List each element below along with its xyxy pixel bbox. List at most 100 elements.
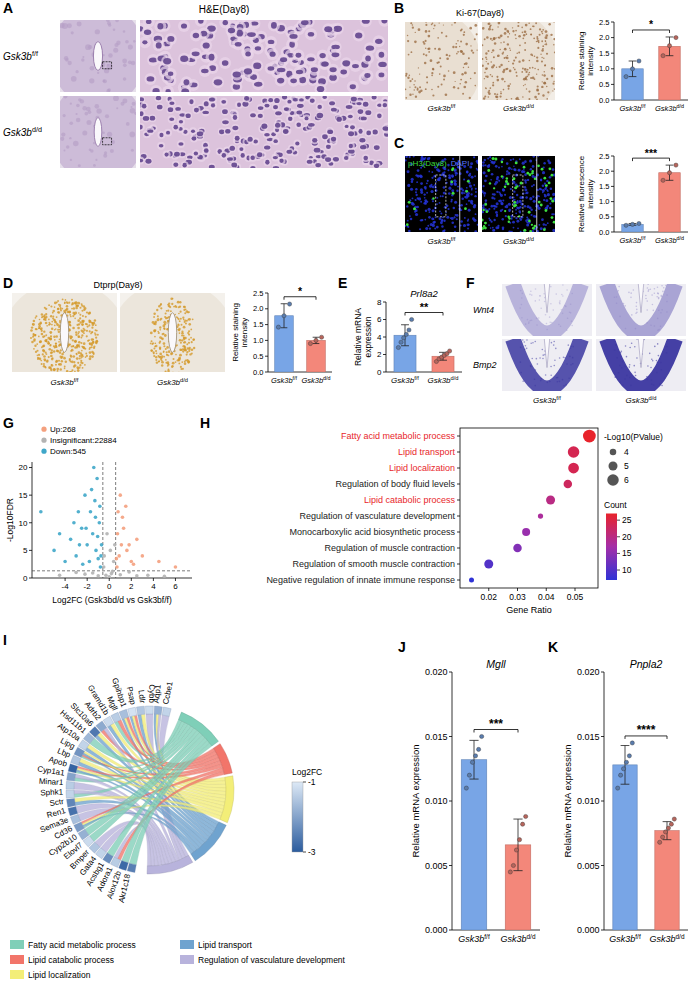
stain-dot: [527, 69, 529, 71]
dapi-dot: [495, 211, 498, 214]
nucleus: [350, 125, 355, 129]
dapi-dot: [475, 213, 477, 215]
stain-dot: [516, 75, 518, 77]
cell: [168, 115, 176, 123]
dapi-dot: [533, 184, 535, 186]
dapi-dot: [469, 165, 472, 168]
dapi-dot: [455, 174, 457, 176]
cell: [268, 20, 280, 31]
cell: [273, 97, 281, 105]
stain-dot: [499, 66, 501, 68]
dapi-dot: [430, 223, 433, 226]
dapi-dot: [489, 156, 491, 158]
cell: [208, 163, 216, 168]
stain-dot: [542, 29, 544, 31]
stain-dot: [407, 40, 409, 42]
dapi-dot: [461, 209, 463, 211]
nucleus: [365, 110, 371, 115]
stain-dot: [418, 91, 421, 94]
dapi-dot: [425, 227, 428, 230]
stain-dot: [482, 58, 483, 60]
stain-dot: [468, 57, 470, 59]
stain-dot: [500, 92, 502, 94]
stain-dot: [515, 57, 517, 59]
cell: [314, 161, 322, 168]
stain-dot: [474, 85, 476, 87]
nucleus: [235, 136, 240, 141]
cell: [324, 156, 332, 164]
texture: [81, 58, 84, 61]
stain-dot: [546, 53, 548, 55]
nucleus: [253, 62, 261, 69]
ph3-dot: [467, 180, 470, 183]
cell: [350, 96, 358, 103]
dapi-dot: [513, 227, 515, 229]
nucleus: [299, 98, 304, 101]
stain-dot: [434, 48, 436, 50]
nucleus: [147, 76, 155, 81]
stain-dot: [534, 55, 536, 57]
dapi-dot: [428, 216, 431, 219]
stain-dot: [509, 70, 512, 73]
texture: [60, 137, 64, 141]
dapi-dot: [432, 209, 435, 212]
stain-dot: [455, 46, 457, 48]
cell: [263, 131, 271, 139]
dapi-dot: [500, 194, 503, 197]
cell: [263, 144, 271, 152]
cell: [156, 103, 164, 111]
texture: [102, 131, 105, 134]
dapi-dot: [477, 224, 478, 226]
ph3-dot: [540, 204, 543, 207]
dapi-dot: [547, 190, 549, 192]
nucleus: [378, 62, 386, 67]
texture: [121, 102, 125, 106]
stain-dot: [434, 25, 436, 27]
stain-dot: [470, 78, 471, 79]
stain-dot: [529, 67, 531, 69]
nucleus: [166, 131, 170, 135]
stain-dot: [509, 33, 510, 34]
cell: [267, 48, 279, 60]
dapi-dot: [514, 199, 516, 201]
gene-name: Gsk3b: [503, 104, 527, 113]
ph3-dot: [413, 207, 416, 210]
stain-dot: [425, 54, 427, 56]
cell: [144, 73, 156, 85]
dapi-dot: [493, 219, 495, 221]
cell: [299, 20, 311, 29]
cell: [164, 129, 172, 137]
stain-dot: [457, 40, 459, 42]
nucleus: [264, 133, 270, 137]
ph3-dot: [506, 177, 508, 179]
stain-dot: [412, 24, 414, 26]
nucleus: [366, 130, 371, 135]
ph3-dot: [534, 225, 537, 228]
dapi-dot: [409, 215, 411, 217]
stain-dot: [413, 84, 414, 85]
cell: [375, 49, 387, 61]
ph3-dot: [464, 207, 467, 210]
dapi-dot: [519, 200, 522, 203]
nucleus: [363, 102, 369, 107]
nucleus: [342, 60, 350, 66]
cell: [365, 129, 373, 137]
cell: [177, 118, 185, 126]
dapi-dot: [474, 195, 476, 197]
dapi-dot: [469, 185, 472, 188]
nucleus: [362, 20, 370, 24]
stain-dot: [496, 96, 499, 99]
dapi-dot: [436, 226, 439, 229]
dapi-dot: [432, 221, 435, 224]
nucleus: [140, 97, 144, 101]
ph3-dot: [538, 201, 541, 204]
stain-dot: [490, 74, 492, 76]
cell: [154, 96, 162, 102]
dapi-dot: [424, 186, 427, 189]
stain-dot: [437, 37, 439, 39]
stain-dot: [546, 37, 547, 38]
dapi-dot: [498, 180, 500, 182]
dapi-dot: [488, 224, 490, 226]
nucleus: [323, 96, 327, 99]
dapi-dot: [502, 226, 505, 229]
